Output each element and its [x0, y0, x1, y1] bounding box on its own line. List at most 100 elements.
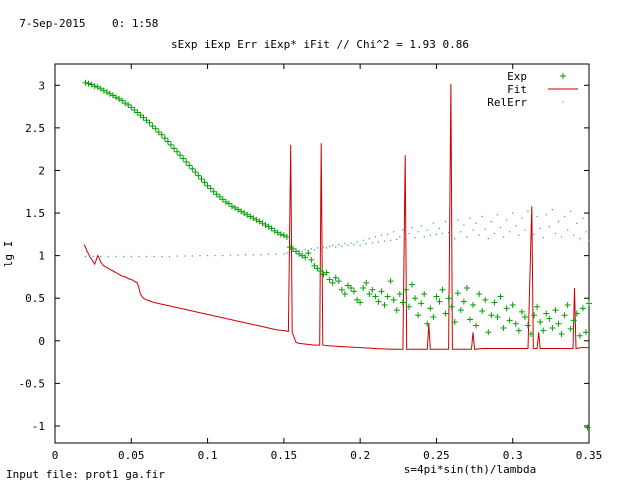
exp-point	[338, 286, 345, 293]
relerr-point	[84, 255, 87, 258]
exp-point	[106, 90, 113, 97]
relerr-point	[512, 212, 514, 214]
relerr-point	[184, 255, 186, 257]
exp-point	[88, 81, 95, 88]
relerr-point	[463, 224, 465, 226]
exp-point	[360, 284, 367, 291]
exp-point	[405, 303, 412, 310]
relerr-point	[576, 222, 578, 224]
relerr-point	[275, 253, 277, 255]
exp-point	[235, 206, 242, 213]
exp-point	[515, 327, 522, 334]
legend-swatch-relerr	[562, 101, 564, 103]
exp-point	[262, 221, 269, 228]
relerr-point	[545, 214, 547, 216]
exp-point	[85, 80, 92, 87]
relerr-point	[335, 246, 337, 248]
exp-point	[457, 307, 464, 314]
relerr-point	[365, 243, 367, 245]
relerr-point	[353, 243, 355, 246]
relerr-point	[368, 237, 370, 240]
relerr-point	[518, 234, 520, 236]
exp-point	[448, 303, 455, 310]
relerr-point	[252, 254, 254, 256]
exp-point	[503, 305, 510, 312]
exp-point	[113, 94, 120, 101]
exp-point	[290, 245, 297, 252]
exp-point	[485, 329, 492, 336]
relerr-point	[332, 244, 334, 247]
exp-point	[433, 293, 440, 300]
exp-point	[204, 182, 211, 189]
relerr-point	[377, 241, 380, 243]
exp-point	[357, 299, 364, 306]
exp-point	[177, 152, 184, 159]
exp-point	[183, 158, 190, 165]
exp-point	[247, 213, 254, 220]
legend-label-relerr: RelErr	[487, 96, 527, 109]
exp-point	[320, 271, 327, 278]
exp-point	[491, 299, 498, 306]
exp-point	[332, 274, 339, 281]
relerr-point	[441, 232, 444, 235]
relerr-point	[237, 254, 239, 256]
relerr-point	[487, 237, 489, 240]
exp-point	[378, 288, 385, 295]
exp-point	[180, 155, 187, 162]
exp-point	[564, 302, 571, 309]
exp-point	[232, 204, 239, 211]
input-file-label: Input file: prot1_ga.fir	[6, 468, 165, 480]
relerr-point	[350, 242, 352, 244]
relerr-point	[448, 232, 450, 234]
x-tick-label: 0	[52, 449, 59, 462]
relerr-point	[533, 233, 535, 235]
exp-point	[241, 210, 248, 217]
relerr-point	[383, 240, 386, 242]
exp-point	[512, 320, 519, 327]
exp-point	[436, 298, 443, 305]
exp-point	[103, 89, 110, 96]
relerr-point	[341, 245, 343, 247]
series-group	[82, 79, 592, 431]
exp-point	[256, 218, 263, 225]
relerr-point	[402, 229, 404, 231]
legend-label-exp: Exp	[507, 70, 527, 83]
exp-point	[439, 286, 446, 293]
relerr-point	[484, 228, 486, 230]
relerr-point	[509, 231, 511, 233]
relerr-point	[338, 243, 340, 246]
exp-point	[476, 290, 483, 297]
exp-point	[186, 162, 193, 169]
exp-point	[171, 145, 178, 152]
relerr-point	[411, 226, 413, 229]
relerr-point	[548, 226, 550, 228]
exp-point	[323, 269, 330, 276]
x-tick-label: 0.2	[350, 449, 370, 462]
relerr-point	[493, 232, 496, 235]
y-tick-label: -0.5	[19, 377, 46, 390]
relerr-point	[115, 255, 117, 258]
series-exp	[82, 79, 592, 431]
exp-point	[238, 208, 245, 215]
exp-point	[582, 329, 589, 336]
relerr-point	[454, 237, 456, 240]
exp-point	[488, 312, 495, 319]
exp-point	[442, 310, 449, 317]
exp-point	[82, 79, 89, 86]
x-tick-label: 0.05	[118, 449, 145, 462]
relerr-point	[444, 220, 447, 223]
exp-point	[259, 220, 266, 227]
exp-point	[109, 92, 116, 99]
header-time: 0: 1:58	[111, 17, 159, 30]
relerr-point	[420, 225, 422, 227]
exp-point	[146, 119, 153, 126]
relerr-point	[374, 236, 376, 238]
exp-point	[344, 282, 351, 289]
x-tick-label: 0.15	[271, 449, 298, 462]
y-tick-label: 0	[38, 335, 45, 348]
exp-point	[100, 87, 107, 94]
exp-point	[274, 229, 281, 236]
exp-point	[311, 262, 318, 269]
exp-point	[207, 185, 214, 192]
exp-point	[341, 290, 348, 297]
